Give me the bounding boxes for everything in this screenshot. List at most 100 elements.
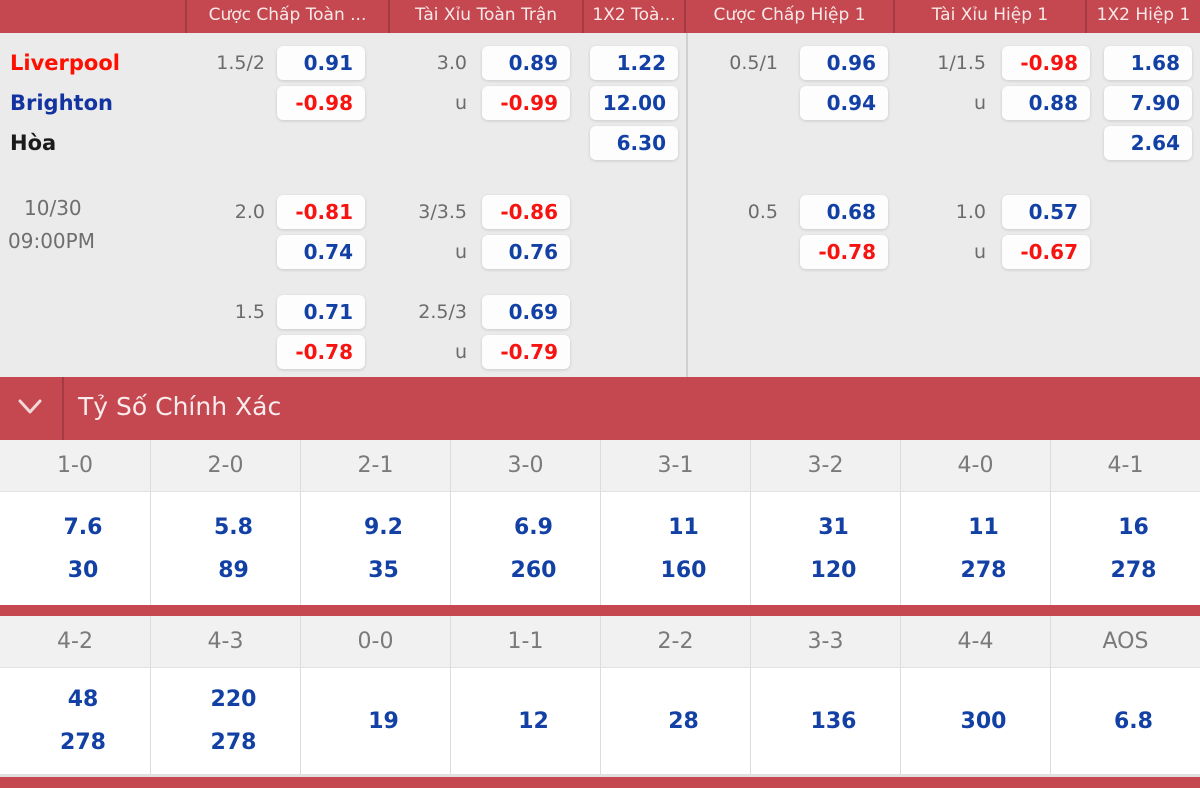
score-odds-cell-aos[interactable]: 6.8 <box>1050 668 1200 774</box>
market-header: Cược Chấp Toàn ... Tài Xỉu Toàn Trận 1X2… <box>0 0 1200 33</box>
score-odds-value[interactable]: 136 <box>810 708 857 734</box>
ft-handicap-line-2: 2.0 <box>234 201 265 223</box>
bottom-gray-line <box>0 774 1200 777</box>
ft-handicap-line-3: 1.5 <box>234 301 265 323</box>
score-odds-cell-4-1[interactable]: 16 278 <box>1050 492 1200 605</box>
ft-total-over-1[interactable]: 0.89 <box>482 46 570 80</box>
score-odds-cell-1-1[interactable]: 12 <box>450 668 600 774</box>
score-odds-value[interactable]: 278 <box>960 557 1007 583</box>
h1-1x2-home[interactable]: 1.68 <box>1104 46 1192 80</box>
score-odds-value[interactable]: 11 <box>668 514 699 540</box>
h1-handicap-odds-away-1[interactable]: 0.94 <box>800 86 888 120</box>
score-odds-value[interactable]: 220 <box>210 687 257 712</box>
score-odds-value[interactable]: 16 <box>1118 514 1149 540</box>
score-label-4-2: 4-2 <box>57 629 93 654</box>
ft-handicap-odds-home-1[interactable]: 0.91 <box>277 46 365 80</box>
score-odds-cell-2-2[interactable]: 28 <box>600 668 750 774</box>
score-odds-value[interactable]: 278 <box>60 730 106 755</box>
score-odds-value[interactable]: 48 <box>67 687 99 712</box>
score-label-3-0: 3-0 <box>450 440 600 491</box>
h1-total-under-label-1: u <box>973 92 986 114</box>
ft-total-under-1[interactable]: -0.99 <box>482 86 570 120</box>
team-draw: Hòa <box>10 131 57 155</box>
header-h1-handicap: Cược Chấp Hiệp 1 <box>684 0 893 33</box>
ft-handicap-odds-away-3[interactable]: -0.78 <box>277 335 365 369</box>
h1-1x2-draw[interactable]: 2.64 <box>1104 126 1192 160</box>
section-bar-divider <box>62 377 64 440</box>
half-divider <box>686 33 688 377</box>
score-odds-cell-3-0[interactable]: 6.9 260 <box>450 492 600 605</box>
score-label-4-0: 4-0 <box>900 440 1050 491</box>
score-odds-cell-3-3[interactable]: 136 <box>750 668 900 774</box>
score-odds-value[interactable]: 6.8 <box>1114 708 1153 734</box>
h1-total-line-1: 1/1.5 <box>937 52 986 74</box>
score-odds-cell-4-4[interactable]: 300 <box>900 668 1050 774</box>
score-label-4-1: 4-1 <box>1050 440 1200 491</box>
score-odds-value[interactable]: 89 <box>218 557 249 583</box>
score-odds-value[interactable]: 278 <box>210 730 257 755</box>
score-label-2-2: 2-2 <box>600 616 750 667</box>
header-ft-total: Tài Xỉu Toàn Trận <box>388 0 582 33</box>
score-odds-value[interactable]: 28 <box>668 708 699 734</box>
score-odds-value[interactable]: 160 <box>660 557 707 583</box>
ft-total-over-2[interactable]: -0.86 <box>482 195 570 229</box>
ft-total-under-label-3: u <box>454 341 467 363</box>
ft-handicap-odds-home-3[interactable]: 0.71 <box>277 295 365 329</box>
h1-total-over-1[interactable]: -0.98 <box>1002 46 1090 80</box>
score-odds-cell-1-0[interactable]: 7.6 30 <box>0 492 150 605</box>
score-odds-cell-0-0[interactable]: 19 <box>300 668 450 774</box>
bottom-red-bar <box>0 777 1200 788</box>
score-odds-value[interactable]: 31 <box>818 514 849 540</box>
h1-handicap-odds-home-1[interactable]: 0.96 <box>800 46 888 80</box>
score-odds-cell-3-2[interactable]: 31 120 <box>750 492 900 605</box>
chevron-down-icon[interactable] <box>16 397 44 417</box>
score-odds-cell-2-1[interactable]: 9.2 35 <box>300 492 450 605</box>
score-odds-value[interactable]: 6.9 <box>514 514 553 540</box>
section-title: Tỷ Số Chính Xác <box>78 392 282 421</box>
score-odds-value[interactable]: 30 <box>67 557 99 583</box>
h1-total-line-2: 1.0 <box>955 201 986 223</box>
h1-total-under-label-2: u <box>973 241 986 263</box>
score-label-4-3: 4-3 <box>150 616 300 667</box>
header-h1-total: Tài Xỉu Hiệp 1 <box>893 0 1085 33</box>
ft-total-under-2[interactable]: 0.76 <box>482 235 570 269</box>
score-grid-row2-values: 48 278 220 278 19 12 28 136 300 6.8 <box>0 668 1200 774</box>
score-odds-value[interactable]: 278 <box>1110 557 1157 583</box>
score-odds-cell-2-0[interactable]: 5.8 89 <box>150 492 300 605</box>
ft-total-under-3[interactable]: -0.79 <box>482 335 570 369</box>
score-odds-value[interactable]: 260 <box>510 557 557 583</box>
ft-1x2-draw[interactable]: 6.30 <box>590 126 678 160</box>
correct-score-section-bar[interactable]: Tỷ Số Chính Xác <box>0 377 1200 440</box>
h1-total-under-2[interactable]: -0.67 <box>1002 235 1090 269</box>
ft-1x2-home[interactable]: 1.22 <box>590 46 678 80</box>
score-odds-value[interactable]: 120 <box>810 557 857 583</box>
score-odds-value[interactable]: 7.6 <box>63 514 103 540</box>
ft-handicap-odds-away-2[interactable]: 0.74 <box>277 235 365 269</box>
ft-handicap-odds-home-2[interactable]: -0.81 <box>277 195 365 229</box>
red-divider <box>0 605 1200 616</box>
h1-handicap-odds-away-2[interactable]: -0.78 <box>800 235 888 269</box>
header-h1-1x2: 1X2 Hiệp 1 <box>1085 0 1200 33</box>
match-date: 10/30 <box>24 196 82 220</box>
h1-1x2-away[interactable]: 7.90 <box>1104 86 1192 120</box>
match-time: 09:00PM <box>8 229 95 253</box>
ft-1x2-away[interactable]: 12.00 <box>590 86 678 120</box>
score-odds-value[interactable]: 5.8 <box>214 514 253 540</box>
team-away: Brighton <box>10 91 113 115</box>
h1-total-over-2[interactable]: 0.57 <box>1002 195 1090 229</box>
h1-handicap-odds-home-2[interactable]: 0.68 <box>800 195 888 229</box>
score-odds-value[interactable]: 19 <box>368 708 399 734</box>
ft-total-over-3[interactable]: 0.69 <box>482 295 570 329</box>
ft-handicap-odds-away-1[interactable]: -0.98 <box>277 86 365 120</box>
score-odds-value[interactable]: 35 <box>368 557 399 583</box>
score-odds-cell-4-0[interactable]: 11 278 <box>900 492 1050 605</box>
score-odds-value[interactable]: 9.2 <box>364 514 403 540</box>
score-odds-cell-3-1[interactable]: 11 160 <box>600 492 750 605</box>
score-odds-value[interactable]: 300 <box>960 708 1007 734</box>
score-odds-cell-4-3[interactable]: 220 278 <box>150 668 300 774</box>
score-odds-value[interactable]: 12 <box>518 708 549 734</box>
h1-handicap-line-2: 0.5 <box>747 201 778 223</box>
score-odds-cell-4-2[interactable]: 48 278 <box>0 668 150 774</box>
score-odds-value[interactable]: 11 <box>968 514 999 540</box>
h1-total-under-1[interactable]: 0.88 <box>1002 86 1090 120</box>
